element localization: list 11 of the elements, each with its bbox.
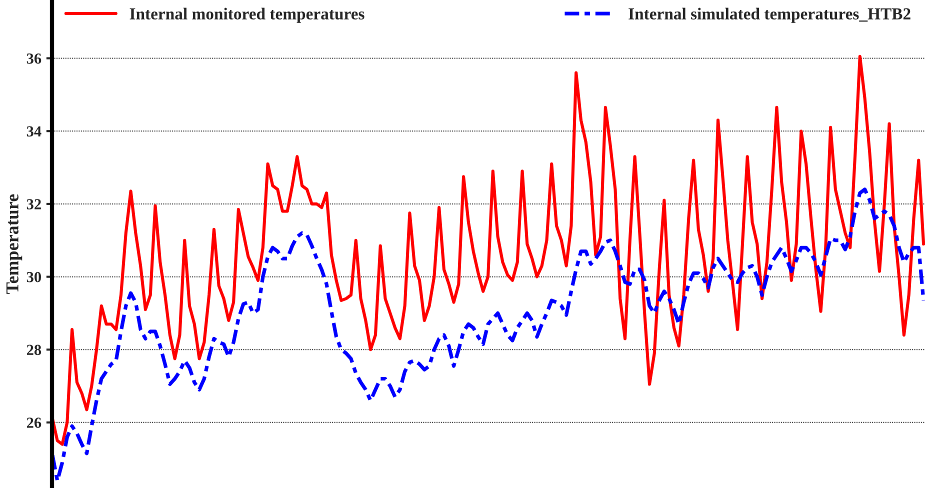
legend-label: Internal monitored temperatures (130, 8, 364, 23)
y-tick-label: 30 (26, 272, 41, 282)
line-series (52, 54, 925, 446)
legend-label: Internal simulated temperatures_HTB2 (628, 8, 910, 23)
y-axis-title: Temperature (6, 194, 22, 294)
line-series (52, 188, 925, 483)
y-tick-label: 28 (26, 344, 42, 356)
y-tick-label: 34 (26, 126, 42, 137)
y-tick-label: 36 (26, 53, 42, 64)
y-tick-label: 26 (26, 418, 42, 428)
y-tick-label: 32 (26, 199, 41, 210)
